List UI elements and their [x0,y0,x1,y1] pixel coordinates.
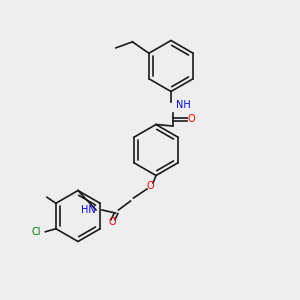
Text: O: O [146,181,154,191]
Text: O: O [109,217,116,227]
Text: NH: NH [176,100,191,110]
Text: Cl: Cl [32,227,41,237]
Text: HN: HN [81,205,96,215]
Text: O: O [188,114,195,124]
